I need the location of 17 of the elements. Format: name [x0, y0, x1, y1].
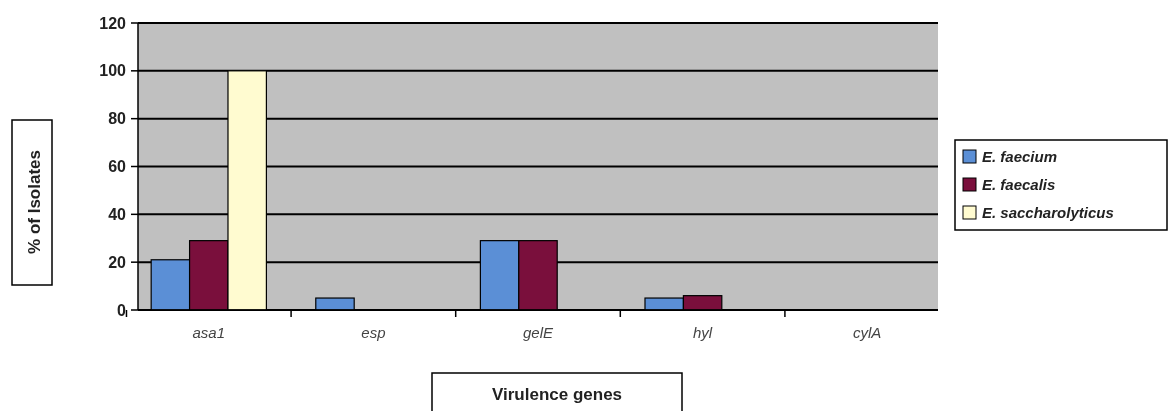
- x-tick-label: asa1: [192, 324, 226, 341]
- x-tick-label: cylA: [853, 324, 882, 341]
- x-axis-title: Virulence genes: [491, 385, 623, 404]
- x-tick-label: esp: [361, 324, 386, 341]
- y-axis-title: % of Isolates: [25, 150, 44, 254]
- legend-label: E. faecalis: [982, 176, 1056, 194]
- legend-label: E. saccharolyticus: [982, 204, 1114, 222]
- y-tick-label: 40: [108, 205, 127, 223]
- y-tick-label: 0: [117, 301, 127, 319]
- y-tick-label: 20: [108, 253, 127, 271]
- y-tick-label: 100: [99, 62, 127, 80]
- x-tick-label: hyl: [693, 324, 713, 341]
- y-tick-label: 120: [99, 14, 127, 32]
- x-tick-label: gelE: [522, 324, 554, 341]
- y-tick-label: 60: [108, 158, 127, 176]
- legend-label: E. faecium: [982, 148, 1058, 166]
- y-tick-label: 80: [108, 110, 127, 128]
